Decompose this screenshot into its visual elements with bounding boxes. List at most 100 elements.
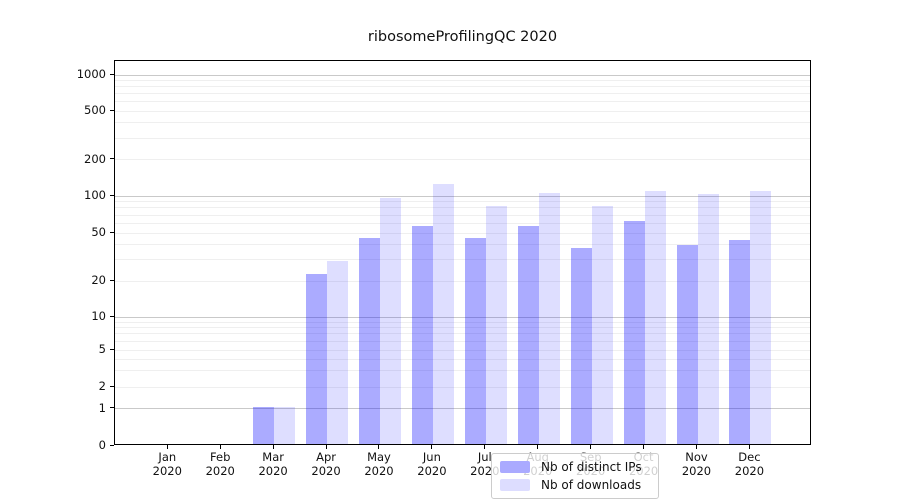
ytick-mark-100 bbox=[110, 194, 114, 196]
ytick-mark-2 bbox=[110, 385, 114, 387]
bar-nov-distinct-ips bbox=[676, 245, 698, 444]
gridline-4 bbox=[115, 358, 810, 360]
xtick-mark-nov bbox=[696, 445, 697, 449]
xtick-mark-aug bbox=[537, 445, 539, 449]
ytick-mark-1 bbox=[110, 407, 114, 408]
bar-apr-downloads bbox=[327, 261, 349, 444]
bar-jul-downloads bbox=[485, 205, 507, 444]
ytick-label-2: 2 bbox=[98, 379, 106, 393]
gridline-500 bbox=[115, 110, 810, 112]
xtick-mark-jun bbox=[431, 445, 433, 449]
xtick-mark-oct bbox=[643, 445, 645, 449]
ytick-mark-1000 bbox=[110, 73, 114, 75]
ytick-mark-50 bbox=[110, 231, 114, 233]
legend-swatch-downloads bbox=[500, 479, 530, 491]
gridline-8 bbox=[115, 327, 810, 329]
ytick-mark-10 bbox=[110, 315, 114, 317]
ytick-label-50: 50 bbox=[91, 225, 106, 239]
gridline-5 bbox=[115, 349, 810, 351]
legend-label-downloads: Nb of downloads bbox=[541, 478, 642, 492]
gridline-70 bbox=[115, 214, 810, 216]
gridline-7 bbox=[115, 333, 810, 335]
xtick-label-dec: Dec 2020 bbox=[734, 450, 765, 478]
xtick-label-may: May 2020 bbox=[364, 450, 394, 478]
ytick-label-100: 100 bbox=[84, 188, 106, 202]
xtick-mark-feb bbox=[219, 445, 221, 449]
gridline-60 bbox=[115, 222, 810, 224]
xtick-mark-may bbox=[378, 445, 380, 449]
gridline-50 bbox=[115, 232, 810, 234]
legend-swatch-distinct-ips bbox=[500, 461, 530, 473]
gridline-200 bbox=[115, 159, 810, 160]
bar-may-distinct-ips bbox=[358, 237, 380, 444]
xtick-mark-apr bbox=[325, 445, 327, 449]
gridline-800 bbox=[115, 86, 810, 88]
bar-dec-downloads bbox=[750, 190, 772, 444]
bar-sep-distinct-ips bbox=[570, 248, 592, 444]
gridline-90 bbox=[115, 201, 810, 203]
ytick-label-200: 200 bbox=[84, 151, 106, 166]
gridline-80 bbox=[115, 207, 810, 209]
gridline-900 bbox=[115, 79, 810, 81]
legend: Nb of distinct IPs Nb of downloads bbox=[491, 453, 659, 499]
gridline-1000 bbox=[115, 74, 810, 76]
xtick-mark-jul bbox=[484, 445, 486, 449]
bar-jul-distinct-ips bbox=[464, 237, 486, 444]
ytick-mark-5 bbox=[110, 348, 114, 350]
gridline-20 bbox=[115, 280, 810, 282]
gridline-9 bbox=[115, 321, 810, 323]
bar-mar-downloads bbox=[274, 406, 296, 444]
ytick-label-1000: 1000 bbox=[76, 67, 106, 81]
gridline-30 bbox=[115, 259, 810, 261]
gridline-40 bbox=[115, 244, 810, 246]
bar-oct-downloads bbox=[644, 191, 666, 444]
legend-item-downloads: Nb of downloads bbox=[500, 477, 650, 493]
bar-may-downloads bbox=[379, 197, 401, 444]
ytick-label-10: 10 bbox=[91, 309, 106, 323]
legend-item-distinct-ips: Nb of distinct IPs bbox=[500, 459, 650, 475]
bar-nov-downloads bbox=[697, 194, 719, 444]
xtick-label-mar: Mar 2020 bbox=[258, 450, 288, 478]
ytick-label-20: 20 bbox=[91, 273, 106, 287]
bar-oct-distinct-ips bbox=[623, 221, 645, 444]
plot-area: Nb of distinct IPs Nb of downloads bbox=[114, 60, 811, 499]
xtick-mark-jan bbox=[166, 445, 168, 449]
ytick-mark-200 bbox=[110, 158, 114, 159]
bar-aug-downloads bbox=[538, 193, 560, 444]
gridline-6 bbox=[115, 340, 810, 342]
bar-jun-distinct-ips bbox=[411, 225, 433, 444]
gridline-3 bbox=[115, 370, 810, 372]
bar-apr-distinct-ips bbox=[306, 274, 328, 444]
bar-jun-downloads bbox=[432, 183, 454, 444]
ytick-mark-0 bbox=[110, 444, 114, 446]
ytick-mark-500 bbox=[110, 109, 114, 111]
bar-aug-distinct-ips bbox=[517, 225, 539, 444]
gridline-2 bbox=[115, 386, 810, 388]
xtick-mark-mar bbox=[272, 445, 274, 449]
ytick-label-5: 5 bbox=[98, 342, 106, 356]
ytick-label-1: 1 bbox=[98, 400, 106, 415]
gridline-100 bbox=[115, 195, 810, 197]
gridline-1 bbox=[115, 408, 810, 409]
xtick-label-feb: Feb 2020 bbox=[205, 450, 235, 478]
xtick-mark-sep bbox=[590, 445, 592, 449]
gridline-10 bbox=[115, 316, 810, 318]
xtick-label-apr: Apr 2020 bbox=[311, 450, 341, 478]
gridline-400 bbox=[115, 122, 810, 124]
gridline-600 bbox=[115, 101, 810, 103]
gridline-300 bbox=[115, 137, 810, 139]
ytick-mark-20 bbox=[110, 279, 114, 281]
xtick-label-jun: Jun 2020 bbox=[417, 450, 447, 478]
xtick-label-jan: Jan 2020 bbox=[152, 450, 182, 478]
xtick-label-nov: Nov 2020 bbox=[681, 450, 712, 478]
ytick-label-0: 0 bbox=[98, 438, 106, 452]
bar-dec-distinct-ips bbox=[729, 240, 751, 444]
xtick-mark-dec bbox=[748, 445, 750, 449]
ytick-label-500: 500 bbox=[84, 103, 106, 117]
legend-label-distinct-ips: Nb of distinct IPs bbox=[541, 460, 642, 474]
bar-sep-downloads bbox=[591, 205, 613, 444]
gridline-700 bbox=[115, 93, 810, 95]
chart-title: ribosomeProfilingQC 2020 bbox=[367, 29, 558, 45]
bar-mar-distinct-ips bbox=[253, 406, 275, 444]
